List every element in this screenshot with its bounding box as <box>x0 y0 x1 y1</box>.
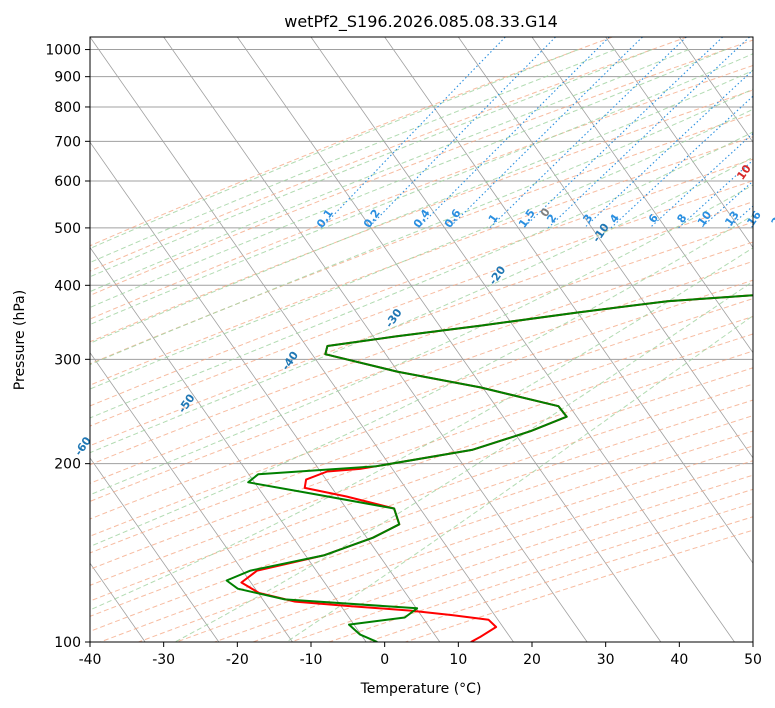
moist-adiabat-line <box>90 70 753 344</box>
isotherm-line <box>90 246 367 642</box>
moist-adiabat-line <box>90 49 726 308</box>
mixing-ratio-label: 20 <box>769 208 775 228</box>
mixing-ratio-line <box>321 37 506 229</box>
mixing-ratio-line <box>417 37 610 229</box>
moist-adiabat-line <box>90 49 616 264</box>
y-tick-label: 400 <box>54 278 81 294</box>
isotherm-line <box>310 37 735 642</box>
x-tick-label: -30 <box>152 652 175 668</box>
moist-adiabat-line <box>90 247 753 611</box>
y-tick-label: 200 <box>54 457 81 473</box>
x-tick-label: 0 <box>380 652 389 668</box>
moist-adiabat-line <box>90 131 753 419</box>
dry-adiabat-line <box>90 37 613 247</box>
dewpoint-line <box>225 294 753 642</box>
isotherm-line <box>531 37 753 354</box>
x-tick-label: 30 <box>597 652 615 668</box>
isotherm-line <box>384 37 753 564</box>
dry-adiabat-line <box>90 350 753 586</box>
y-axis-label: Pressure (hPa) <box>12 290 28 390</box>
chart-title: wetPf2_S196.2026.085.08.33.G14 <box>284 12 558 32</box>
isotherm-line <box>90 352 293 642</box>
moist-adiabat-line <box>90 53 753 326</box>
dry-adiabat-line <box>90 260 753 502</box>
y-tick-label: 1000 <box>45 43 81 59</box>
dry-adiabat-line <box>90 180 753 427</box>
y-tick-label: 800 <box>54 100 81 116</box>
isotherm-line <box>237 37 662 642</box>
dry-adiabat-line <box>90 315 753 554</box>
moist-adiabat-line <box>90 184 753 496</box>
x-tick-label: -40 <box>79 652 102 668</box>
y-tick-label: 500 <box>54 221 81 237</box>
moist-adiabat-line <box>90 49 690 293</box>
x-tick-label: -10 <box>300 652 323 668</box>
x-tick-label: 20 <box>523 652 541 668</box>
dry-adiabat-line <box>90 136 753 386</box>
moist-adiabat-line <box>90 88 753 366</box>
x-tick-label: 10 <box>449 652 467 668</box>
moist-adiabat-line <box>90 156 753 454</box>
dry-adiabat-line <box>90 279 753 520</box>
y-tick-label: 600 <box>54 174 81 190</box>
x-axis-label: Temperature (°C) <box>360 681 482 697</box>
mixing-ratio-line <box>523 37 724 229</box>
axis-layer: -40 -30 -20 -10 0 10 20 30 40 50 1000 900 800 700 600 5… <box>45 43 762 668</box>
moist-adiabat-line <box>286 315 753 642</box>
dry-adiabat-line <box>90 37 688 272</box>
moist-adiabat-line <box>90 49 653 278</box>
dry-adiabat-line <box>90 113 753 365</box>
x-tick-label: 50 <box>744 652 762 668</box>
dry-adiabat-line <box>90 383 753 617</box>
y-tick-label: 300 <box>54 352 81 368</box>
isotherm-line <box>679 37 753 143</box>
moist-adiabat-line <box>174 280 753 642</box>
dry-adiabat-line <box>90 298 753 537</box>
isotherm-line <box>90 141 441 642</box>
y-tick-label: 700 <box>54 134 81 150</box>
isotherm-line <box>605 37 753 249</box>
mixing-ratio-line <box>367 37 556 229</box>
dry-adiabat-line <box>90 64 753 320</box>
series-layer <box>225 294 753 642</box>
mixing-ratio-line <box>489 37 687 229</box>
y-tick-label: 900 <box>54 70 81 86</box>
isotherm-line <box>90 457 220 642</box>
isotherm-line <box>458 37 753 459</box>
x-tick-label: 40 <box>670 652 688 668</box>
moist-adiabat-line <box>90 108 753 390</box>
plot-frame <box>89 36 754 643</box>
isotherm-line <box>90 37 514 642</box>
dry-adiabat-line <box>90 367 753 602</box>
dry-adiabat-line <box>90 333 753 570</box>
mixing-ratio-line <box>678 159 753 229</box>
mixing-ratio-line <box>584 69 753 229</box>
y-tick-label: 100 <box>54 635 81 651</box>
x-tick-label: -20 <box>226 652 249 668</box>
